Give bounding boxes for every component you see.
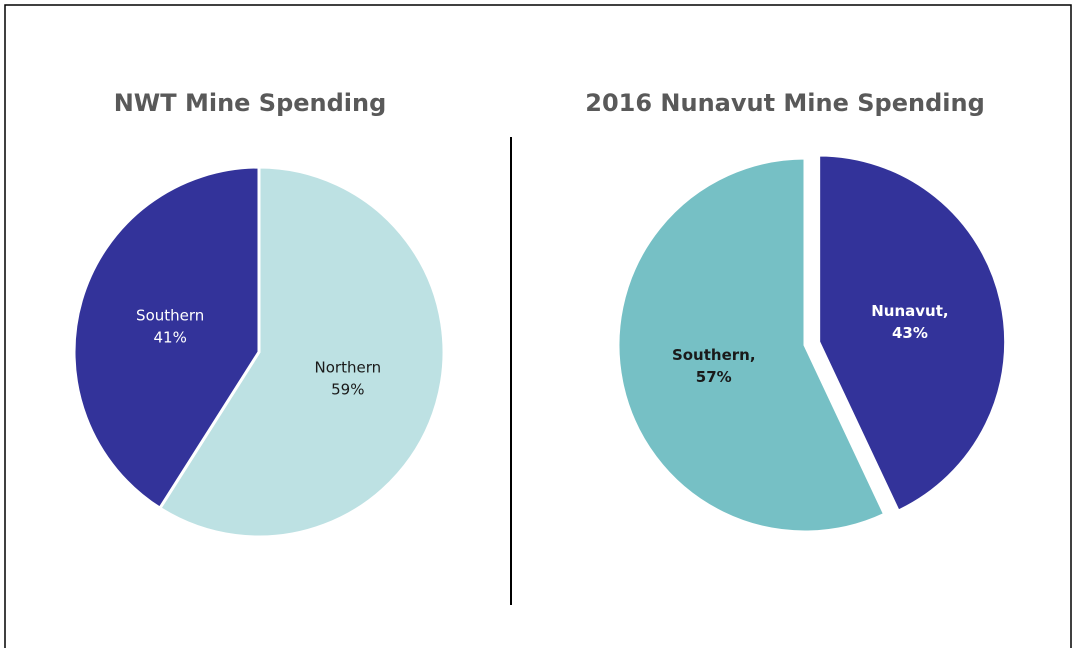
pie-slice	[616, 156, 887, 534]
slice-value-label: 59%	[331, 380, 364, 398]
pie-chart: NWT Mine Spending Northern 59% Southern 41%	[72, 89, 446, 539]
chart-title: NWT Mine Spending	[114, 89, 387, 117]
slice-label: Southern	[136, 307, 204, 325]
slice-value-label: 43%	[892, 324, 928, 342]
slice-value-label: 57%	[696, 368, 732, 386]
pie-slice	[72, 165, 261, 511]
slice-label: Southern,	[672, 346, 756, 364]
pie-slice	[817, 153, 1008, 514]
pie-slice	[157, 165, 446, 539]
pie-chart: 2016 Nunavut Mine Spending Nunavut, 43% So…	[585, 89, 1008, 534]
slice-label: Northern	[315, 358, 382, 376]
chart-title: 2016 Nunavut Mine Spending	[585, 89, 985, 117]
slice-value-label: 41%	[154, 329, 187, 347]
slice-label: Nunavut,	[871, 302, 948, 320]
